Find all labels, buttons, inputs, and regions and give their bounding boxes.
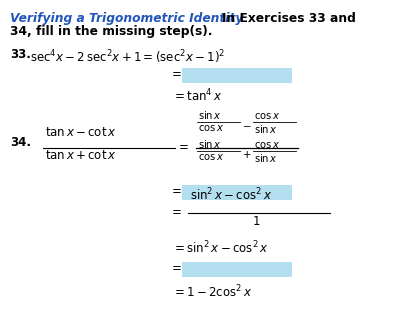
FancyBboxPatch shape [182,185,292,200]
Text: $\tan x - \cot x$: $\tan x - \cot x$ [45,126,117,139]
Text: In Exercises 33 and: In Exercises 33 and [222,12,356,25]
Text: $\sin^2 x - \cos^2 x$: $\sin^2 x - \cos^2 x$ [190,186,272,203]
Text: $\cos x$: $\cos x$ [254,111,280,121]
Text: $-$: $-$ [242,120,251,130]
Text: $= \tan^4 x$: $= \tan^4 x$ [172,88,222,105]
Text: =: = [172,262,182,275]
Text: $= 1 - 2\cos^2 x$: $= 1 - 2\cos^2 x$ [172,284,252,301]
Text: 34.: 34. [10,135,31,149]
Text: $1$: $1$ [252,215,261,228]
Text: $\mathrm{sec}^4 x - 2\,\mathrm{sec}^2 x + 1 = (\mathrm{sec}^2 x - 1)^2$: $\mathrm{sec}^4 x - 2\,\mathrm{sec}^2 x … [30,48,225,66]
Text: $\tan x + \cot x$: $\tan x + \cot x$ [45,149,117,162]
Text: $\cos x$: $\cos x$ [198,152,225,162]
Text: =: = [172,68,182,81]
FancyBboxPatch shape [182,68,292,83]
Text: =: = [179,142,189,155]
Text: $+$: $+$ [242,149,251,160]
Text: 34, fill in the missing step(s).: 34, fill in the missing step(s). [10,25,213,38]
Text: $\cos x$: $\cos x$ [254,140,280,150]
Text: =: = [172,185,182,198]
Text: $\sin x$: $\sin x$ [198,138,222,150]
Text: $\sin x$: $\sin x$ [198,109,222,121]
Text: Verifying a Trigonometric Identity: Verifying a Trigonometric Identity [10,12,243,25]
FancyBboxPatch shape [182,262,292,277]
Text: $\sin x$: $\sin x$ [254,152,278,164]
Text: $= \sin^2 x - \cos^2 x$: $= \sin^2 x - \cos^2 x$ [172,240,269,257]
Text: 33.: 33. [10,48,31,61]
Text: $\cos x$: $\cos x$ [198,123,225,133]
Text: =: = [172,206,182,219]
Text: $\sin x$: $\sin x$ [254,123,278,135]
